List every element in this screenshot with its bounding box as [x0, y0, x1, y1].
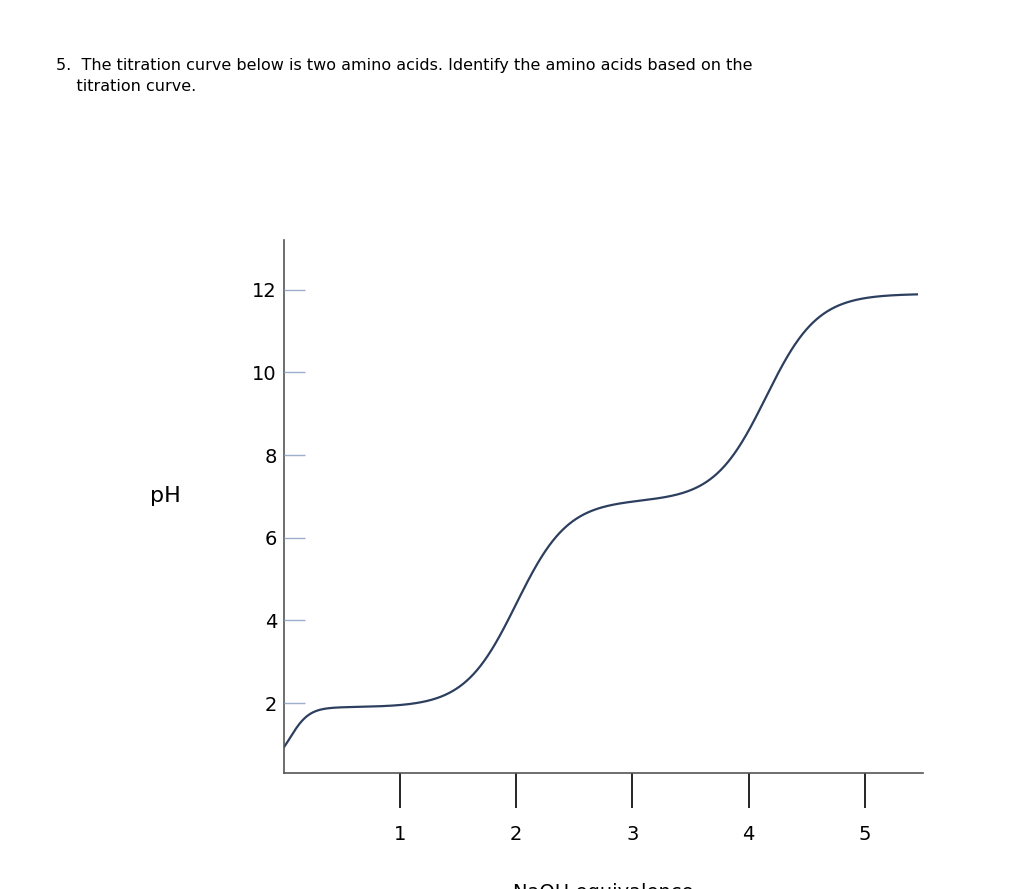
Text: pH: pH — [150, 486, 182, 506]
Text: 5.  The titration curve below is two amino acids. Identify the amino acids based: 5. The titration curve below is two amin… — [56, 58, 752, 93]
X-axis label: NaOH equivalence: NaOH equivalence — [513, 883, 694, 889]
